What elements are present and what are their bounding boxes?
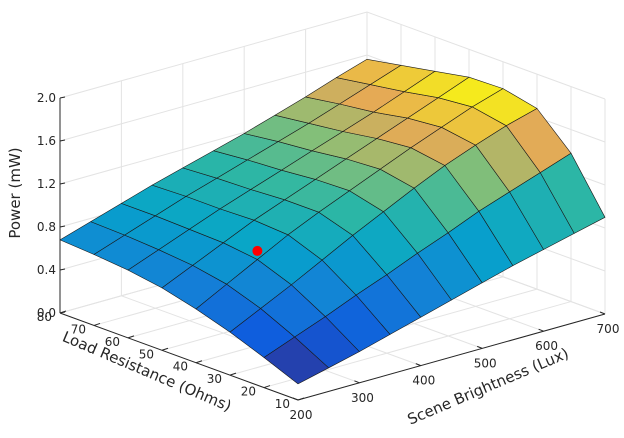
x-tick-label: 700	[597, 322, 620, 336]
y-tick-label: 60	[105, 335, 120, 349]
y-tick	[93, 322, 101, 326]
z-tick-label: 1.6	[37, 134, 56, 148]
x-tick	[292, 397, 299, 401]
x-tick	[477, 345, 483, 349]
z-tick	[59, 139, 66, 142]
surface-patch	[539, 152, 606, 234]
x-tick	[354, 380, 360, 384]
y-tick	[161, 347, 169, 351]
y-tick-label: 50	[139, 347, 154, 361]
z-axis-label: Power (mW)	[6, 147, 24, 238]
x-axis-line	[297, 313, 606, 401]
y-tick-label: 80	[37, 310, 52, 324]
marker-layer	[252, 245, 263, 256]
y-tick-label: 30	[207, 372, 222, 386]
y-tick	[263, 385, 271, 389]
y-tick	[195, 360, 203, 364]
y-tick	[229, 372, 237, 376]
z-tick	[59, 96, 66, 99]
z-tick-label: 0.8	[37, 220, 56, 234]
axes-layer	[59, 96, 606, 401]
z-tick-label: 2.0	[37, 91, 56, 105]
y-tick	[127, 335, 135, 339]
x-tick-label: 600	[535, 339, 558, 353]
x-tick-label: 200	[290, 408, 313, 422]
x-tick	[538, 328, 544, 332]
y-axis-line	[59, 312, 299, 401]
z-tick	[59, 225, 66, 228]
highlight-point	[252, 245, 263, 256]
y-tick-label: 20	[241, 385, 256, 399]
y-tick	[297, 397, 305, 401]
z-tick-label: 1.2	[37, 177, 56, 191]
y-tick-label: 10	[275, 397, 290, 411]
tick-labels: 0.0 0.4 0.8 1.2 1.6 2.0 10 20 30 40 50 60 70 80 200 300…	[37, 91, 620, 422]
y-tick	[59, 310, 67, 314]
y-tick-label: 40	[173, 360, 188, 374]
z-tick	[59, 182, 66, 185]
surface-layer	[59, 58, 606, 385]
x-tick-label: 500	[474, 356, 497, 370]
z-tick	[59, 268, 66, 271]
x-tick	[415, 363, 421, 367]
z-tick-label: 0.0	[37, 306, 56, 320]
x-tick	[599, 311, 606, 315]
x-tick-label: 400	[412, 374, 435, 388]
y-tick-label: 70	[71, 322, 86, 336]
z-tick-label: 0.4	[37, 263, 56, 277]
x-tick-label: 300	[351, 391, 374, 405]
